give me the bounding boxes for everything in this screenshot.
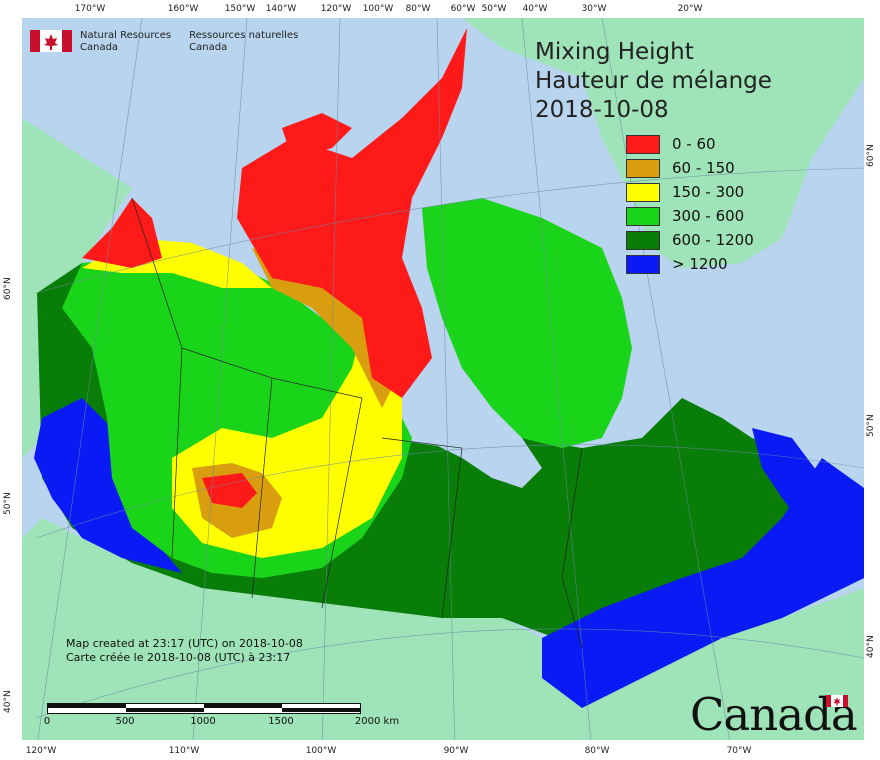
lat-label: 60°N [866,144,876,167]
title-english: Mixing Height [535,39,694,65]
agency-signature: Natural Resources Canada Ressources natu… [30,30,316,54]
lat-label: 40°N [866,635,876,658]
greenland-landmass [462,18,864,268]
agency-en-line1: Natural Resources [80,30,172,41]
usa-landmass [22,518,864,740]
lon-label: 150°W [224,4,256,14]
legend-label: 600 - 1200 [672,231,754,249]
zone-1200-east [542,458,864,708]
creation-note-fr: Carte créée le 2018-10-08 (UTC) à 23:17 [66,651,291,664]
map-svg [22,18,864,740]
legend-item: > 1200 [626,252,754,276]
legend-label: 0 - 60 [672,135,716,153]
zone-0-60-core [202,473,257,508]
lon-label: 140°W [265,4,297,14]
legend-label: 150 - 300 [672,183,745,201]
bottom-longitude-axis: 120°W 110°W 100°W 90°W 80°W 70°W [0,742,880,760]
hudson-bay [402,398,542,488]
scale-label: 500 [115,716,135,727]
creation-note-en: Map created at 23:17 (UTC) on 2018-10-08 [66,637,303,650]
agency-name-fr: Ressources naturelles Canada [189,30,298,54]
zone-300-600-east [422,198,632,448]
legend-item: 150 - 300 [626,180,754,204]
scale-label: 1000 [190,716,216,727]
scale-bar-graphic [47,703,361,714]
lon-label: 70°W [726,746,752,756]
map-title: Mixing Height Hauteur de mélange 2018-10… [535,38,772,125]
lon-label: 50°W [481,4,507,14]
title-french: Hauteur de mélange [535,68,772,94]
scale-label: 0 [43,716,51,727]
lat-label: 60°N [3,277,13,300]
creation-note: Map created at 23:17 (UTC) on 2018-10-08… [66,637,303,665]
zone-0-60-northwest [82,198,162,268]
legend-item: 600 - 1200 [626,228,754,252]
legend-item: 0 - 60 [626,132,754,156]
lon-label: 120°W [25,746,57,756]
lon-label: 120°W [320,4,352,14]
province-boundaries [131,197,583,649]
scale-label: 1500 [268,716,294,727]
lon-label: 40°W [522,4,548,14]
canada-flag-icon [30,30,72,52]
legend-swatch [626,230,660,250]
legend-item: 300 - 600 [626,204,754,228]
legend-swatch [626,158,660,178]
lon-label: 160°W [167,4,199,14]
agency-fr-line1: Ressources naturelles [189,30,299,41]
lon-label: 110°W [168,746,200,756]
legend-label: > 1200 [672,255,728,273]
lon-label: 60°W [450,4,476,14]
title-date: 2018-10-08 [535,97,669,123]
scale-labels: 0 500 1000 1500 2000 km [43,714,399,728]
zone-0-60-high-arctic [282,113,352,158]
lon-label: 80°W [584,746,610,756]
graticule-lines [35,18,864,740]
lon-label: 80°W [405,4,431,14]
legend: 0 - 60 60 - 150 150 - 300 300 - 600 600 … [626,132,754,276]
agency-en-line2: Canada [80,42,119,53]
scale-label: 2000 km [354,716,400,727]
zone-0-60-arctic [237,28,467,398]
lat-label: 50°N [3,492,13,515]
legend-label: 60 - 150 [672,159,735,177]
lat-label: 50°N [866,414,876,437]
lat-label: 40°N [3,690,13,713]
map-canvas [22,18,864,740]
wordmark-flag-icon [826,692,848,707]
legend-swatch [626,206,660,226]
lon-label: 20°W [677,4,703,14]
lon-label: 90°W [443,746,469,756]
legend-swatch [626,254,660,274]
alaska-landmass [22,118,132,458]
scale-bar: 0 500 1000 1500 2000 km [43,703,399,728]
legend-swatch [626,182,660,202]
legend-item: 60 - 150 [626,156,754,180]
lon-label: 170°W [74,4,106,14]
top-longitude-axis: 170°W 160°W 150°W 140°W 120°W 100°W 80°W… [0,0,880,18]
legend-label: 300 - 600 [672,207,745,225]
lon-label: 100°W [362,4,394,14]
legend-swatch [626,134,660,154]
lon-label: 30°W [581,4,607,14]
lon-label: 100°W [305,746,337,756]
agency-name-en: Natural Resources Canada [80,30,171,54]
agency-fr-line2: Canada [189,42,228,53]
